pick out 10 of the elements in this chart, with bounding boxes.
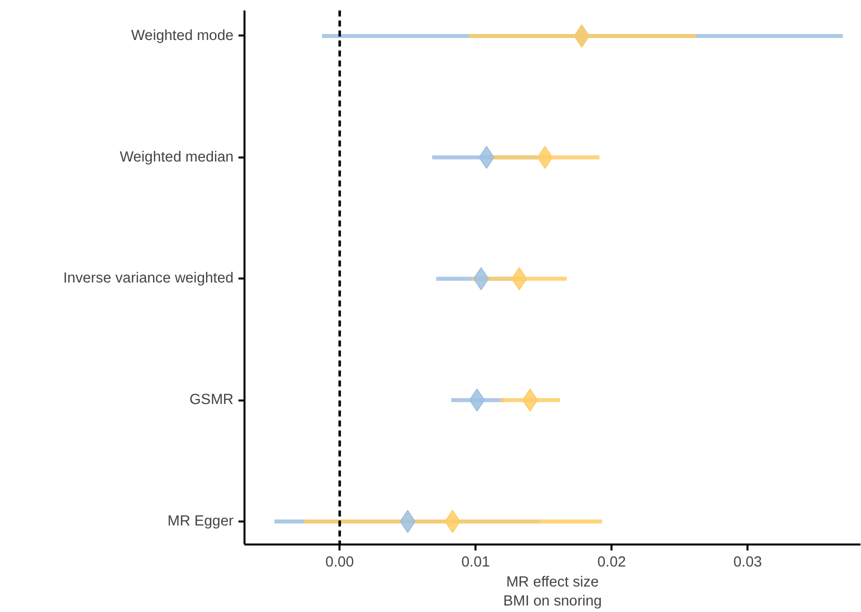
y-tick-label: Weighted median: [120, 149, 234, 166]
x-tick-label: 0.00: [325, 554, 354, 570]
x-tick-label: 0.02: [597, 554, 626, 570]
y-tick-label: Inverse variance weighted: [63, 270, 234, 287]
x-tick-label: 0.01: [461, 554, 490, 570]
x-axis-title: MR effect size BMI on snoring: [503, 574, 602, 610]
y-tick-label: MR Egger: [168, 513, 234, 530]
y-tick-label: Weighted mode: [131, 28, 234, 44]
y-tick-label: GSMR: [190, 392, 234, 408]
x-tick-label: 0.03: [733, 554, 762, 570]
